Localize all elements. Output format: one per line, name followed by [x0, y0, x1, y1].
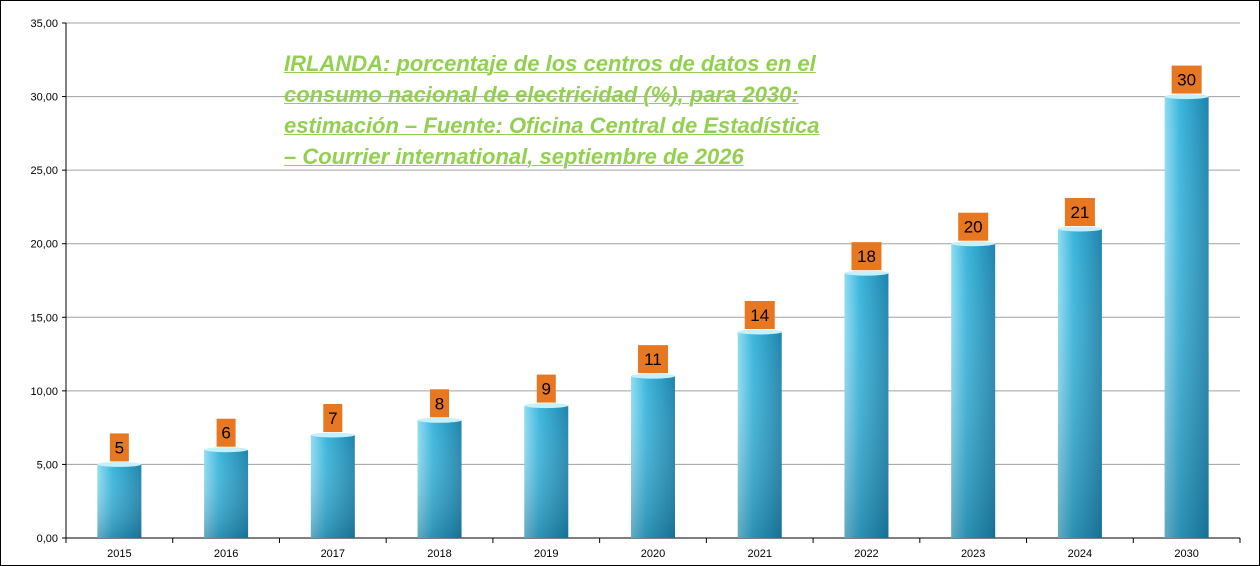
gridlines [66, 22, 1240, 465]
bar-shade [737, 332, 782, 538]
bar [951, 241, 996, 538]
bar [737, 329, 782, 538]
x-tick-label: 2021 [747, 548, 771, 560]
data-label-box [1064, 198, 1095, 226]
data-label-text: 20 [964, 218, 983, 237]
x-tick-label: 2016 [214, 548, 238, 560]
chart-title: IRLANDA: porcentaje de los centros de da… [284, 51, 820, 169]
bar [204, 447, 249, 538]
x-tick-label: 2024 [1068, 548, 1092, 560]
data-label-text: 18 [857, 247, 876, 266]
y-tick-label: 10,00 [30, 386, 58, 398]
bar [1057, 226, 1102, 538]
data-label-text: 21 [1070, 203, 1089, 222]
data-label: 7 [323, 404, 343, 432]
bar [417, 417, 462, 538]
data-label: 30 [1171, 65, 1202, 94]
bar [97, 461, 142, 538]
data-label-text: 11 [644, 350, 662, 369]
bars [97, 94, 1209, 539]
bar-cap [204, 447, 249, 453]
data-label: 11 [638, 345, 668, 374]
data-label: 18 [851, 242, 882, 271]
bar-cap [97, 461, 142, 467]
data-label-box [638, 345, 668, 374]
y-tick-label: 5,00 [37, 459, 58, 471]
x-tick-label: 2023 [961, 548, 985, 560]
bar-cap [524, 403, 569, 409]
x-tick-label: 2015 [107, 548, 131, 560]
bar-shade [417, 420, 462, 538]
y-tick-label: 15,00 [30, 312, 58, 324]
data-label-text: 8 [435, 394, 444, 413]
data-label-box [323, 404, 343, 432]
data-label-text: 9 [542, 380, 551, 399]
x-tick-label: 2020 [641, 548, 665, 560]
y-tick-label: 20,00 [30, 239, 58, 251]
bar-shade [951, 243, 996, 538]
bar-cap [1164, 94, 1209, 100]
bar-shade [524, 405, 569, 538]
axes: 0,00 5,00 10,00 15,00 20,00 25,00 30,00 35,00 20… [30, 18, 1241, 560]
bar-shade [204, 449, 249, 538]
data-label: 14 [744, 301, 775, 329]
data-label-box [216, 418, 236, 447]
data-label: 6 [216, 418, 236, 447]
x-tick-label: 2018 [427, 548, 451, 560]
bar-shade [844, 273, 889, 538]
bar-cap [310, 432, 355, 438]
data-label-box [958, 212, 989, 241]
data-label-text: 30 [1177, 71, 1196, 90]
data-label: 8 [430, 389, 450, 418]
x-tick-label: 2030 [1174, 548, 1198, 560]
bar-shade [310, 435, 355, 538]
bar-cap [417, 417, 462, 423]
data-labels: 5 6 7 8 9 11 14 18 20 21 30 [109, 65, 1202, 462]
data-label: 9 [536, 374, 556, 403]
y-tick-label: 30,00 [30, 92, 58, 104]
bar [844, 270, 889, 538]
x-tick-label: 2017 [321, 548, 345, 560]
bar-shade [631, 376, 675, 538]
x-tick-label: 2019 [534, 548, 558, 560]
bar-cap [737, 329, 782, 335]
data-label-text: 6 [221, 424, 230, 443]
y-tick-label: 25,00 [30, 165, 58, 177]
data-label-box [430, 389, 450, 418]
data-label-box [851, 242, 882, 271]
bar-shade [1057, 229, 1102, 538]
data-label: 21 [1064, 198, 1095, 226]
bar-cap [844, 270, 889, 276]
data-label-box [109, 433, 129, 462]
bar [1164, 94, 1209, 539]
bar [631, 373, 675, 538]
bar-cap [631, 373, 675, 379]
y-tick-label: 35,00 [30, 18, 58, 30]
data-label-box [536, 374, 556, 403]
data-label: 20 [958, 212, 989, 241]
bar-cap [951, 241, 996, 247]
data-label-text: 7 [328, 409, 337, 428]
bar [524, 403, 569, 538]
bar-cap [1057, 226, 1102, 232]
bar [310, 432, 355, 538]
bar-shade [1164, 96, 1209, 539]
data-label-box [1171, 65, 1202, 94]
data-label: 5 [109, 433, 129, 462]
data-label-text: 5 [115, 438, 124, 457]
x-tick-label: 2022 [854, 548, 878, 560]
data-label-text: 14 [750, 306, 769, 325]
y-tick-label: 0,00 [37, 533, 58, 545]
data-label-box [744, 301, 775, 329]
bar-shade [97, 464, 142, 538]
